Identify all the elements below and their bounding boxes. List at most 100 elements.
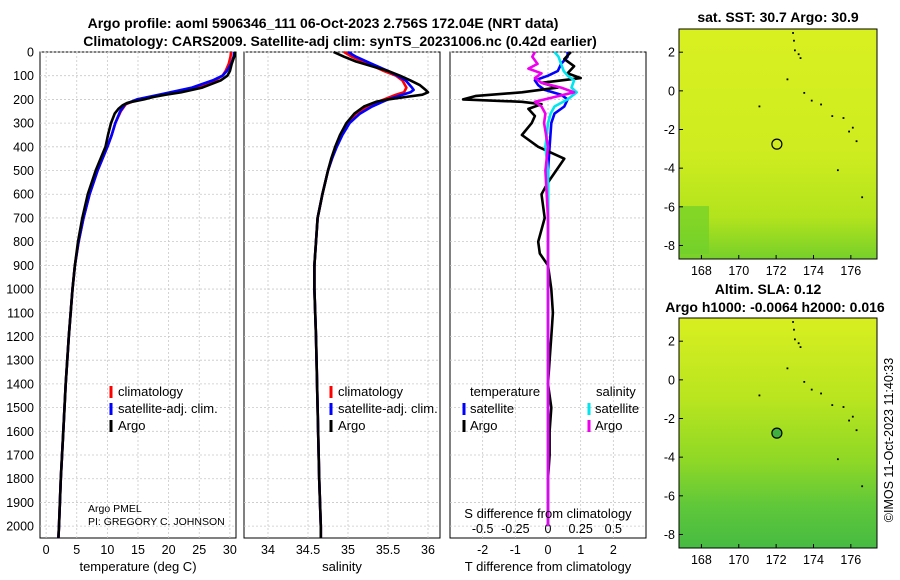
island-dot xyxy=(799,346,802,348)
island-dot xyxy=(758,105,761,108)
legend-argo-label: Argo xyxy=(338,418,365,433)
figure-title-line1: Argo profile: aoml 5906346_111 06-Oct-20… xyxy=(88,15,559,31)
island-dot xyxy=(851,126,854,129)
depth-tick-label: 1300 xyxy=(6,354,34,368)
x-tick-label: 36 xyxy=(421,543,435,557)
depth-tick-label: 600 xyxy=(13,188,34,202)
island-dot xyxy=(831,115,834,117)
watermark: ©IMOS 11-Oct-2023 11:40:33 xyxy=(882,358,896,522)
x-tick-label: 34 xyxy=(261,543,275,557)
x-tick-label: 35.5 xyxy=(376,543,400,557)
map-x-tick-label: 172 xyxy=(766,264,787,278)
depth-tick-label: 1500 xyxy=(6,401,34,415)
map-axes: 2 0 -2 -4 -6 -8 168 170 172 174 176 2 0 -2 -4 -6 -8 168 17… xyxy=(664,46,861,567)
island-dot xyxy=(792,321,794,323)
depth-tick-label: 900 xyxy=(13,259,34,273)
x-tick-label: 5 xyxy=(73,543,80,557)
depth-tick-label: 0 xyxy=(27,46,34,60)
island-dot xyxy=(797,53,800,56)
map-y-tick-label: -2 xyxy=(664,123,675,137)
map-x-tick-label: 174 xyxy=(803,264,824,278)
map-x-tick-label: 170 xyxy=(728,264,749,278)
map-y-tick-label: 2 xyxy=(668,335,675,349)
figure-title-line2: Climatology: CARS2009. Satellite-adj cli… xyxy=(83,33,597,49)
depth-tick-label: 500 xyxy=(13,164,34,178)
x-tick-label: -0.25 xyxy=(501,522,530,536)
x-tick-label: 25 xyxy=(192,543,206,557)
depth-tick-label: 100 xyxy=(13,69,34,83)
island-dot xyxy=(848,130,850,133)
x-tick-label: 0 xyxy=(545,522,552,536)
island-dot xyxy=(848,419,850,422)
difference-xlabel: T difference from climatology xyxy=(465,559,632,574)
depth-tick-label: 300 xyxy=(13,117,34,131)
island-dot xyxy=(793,39,795,42)
sst-map-frame xyxy=(678,28,878,260)
difference-top-xlabel: S difference from climatology xyxy=(464,506,632,521)
island-dot xyxy=(786,78,789,81)
x-axes: 0 5 10 15 20 25 30 34 34.5 35 35.5 36 -2 -1 0 1 2 -0.5 -0.… xyxy=(43,522,622,557)
series-line-argo xyxy=(57,51,237,539)
map-y-tick-label: -4 xyxy=(664,162,675,176)
legend-temperature-heading: temperature xyxy=(470,384,540,399)
difference-legend: temperature salinity satellite Argo sate… xyxy=(462,384,639,433)
island-dot xyxy=(855,429,858,432)
depth-tick-label: 1100 xyxy=(7,306,34,320)
sla-map-title-line1: Altim. SLA: 0.12 xyxy=(715,281,822,297)
sst-map xyxy=(679,29,877,259)
map-y-tick-label: -6 xyxy=(664,200,675,214)
temperature-legend: climatology satellite-adj. clim. Argo xyxy=(109,384,218,433)
map-x-tick-label: 172 xyxy=(766,553,787,567)
map-y-tick-label: -8 xyxy=(664,239,675,253)
x-tick-label: 10 xyxy=(100,543,114,557)
x-tick-label: 30 xyxy=(223,543,237,557)
x-tick-label: 1 xyxy=(577,543,584,557)
island-dot xyxy=(792,32,794,34)
island-dot xyxy=(786,367,789,370)
x-tick-label: 15 xyxy=(131,543,145,557)
island-dot xyxy=(836,169,839,172)
island-dot xyxy=(758,394,761,397)
map-x-tick-label: 170 xyxy=(728,553,749,567)
x-tick-label: -0.5 xyxy=(472,522,494,536)
profile-lines xyxy=(57,50,583,539)
island-dot xyxy=(793,328,795,331)
sla-map-frame xyxy=(678,317,878,549)
island-dot xyxy=(810,99,813,102)
x-tick-label: 0.5 xyxy=(605,522,622,536)
legend-salinity-heading: salinity xyxy=(596,384,636,399)
salinity-panel xyxy=(243,51,441,539)
island-dot xyxy=(794,338,796,341)
x-tick-label: 20 xyxy=(162,543,176,557)
depth-tick-label: 800 xyxy=(13,235,34,249)
legend-climatology-label: climatology xyxy=(118,384,184,399)
legend-s-satellite-label: satellite xyxy=(595,401,639,416)
island-dot xyxy=(820,103,822,106)
map-y-tick-label: 2 xyxy=(668,46,675,60)
x-tick-label: 0 xyxy=(545,543,552,557)
x-tick-label: 34.5 xyxy=(296,543,320,557)
depth-tick-label: 400 xyxy=(13,140,34,154)
temperature-xlabel: temperature (deg C) xyxy=(79,559,196,574)
island-dot xyxy=(794,49,796,52)
legend-argo-label: Argo xyxy=(118,418,145,433)
depth-tick-label: 1200 xyxy=(6,330,34,344)
island-dot xyxy=(861,485,864,488)
x-tick-label: -2 xyxy=(477,543,488,557)
map-x-tick-label: 174 xyxy=(803,553,824,567)
salinity-xlabel: salinity xyxy=(322,559,362,574)
map-y-tick-label: -2 xyxy=(664,412,675,426)
credit-line1: Argo PMEL xyxy=(88,503,142,515)
argo-position-marker xyxy=(771,427,783,439)
salinity-legend: climatology satellite-adj. clim. Argo xyxy=(329,384,438,433)
legend-t-argo-label: Argo xyxy=(470,418,497,433)
legend-climatology-label: climatology xyxy=(338,384,404,399)
sst-cool-patch xyxy=(679,206,709,254)
island-dot xyxy=(799,57,802,59)
island-dot xyxy=(842,406,845,408)
map-y-tick-label: -6 xyxy=(664,489,675,503)
map-y-tick-label: -4 xyxy=(664,451,675,465)
map-x-tick-label: 168 xyxy=(691,264,712,278)
depth-tick-label: 1600 xyxy=(6,425,34,439)
depth-tick-label: 1400 xyxy=(6,377,34,391)
